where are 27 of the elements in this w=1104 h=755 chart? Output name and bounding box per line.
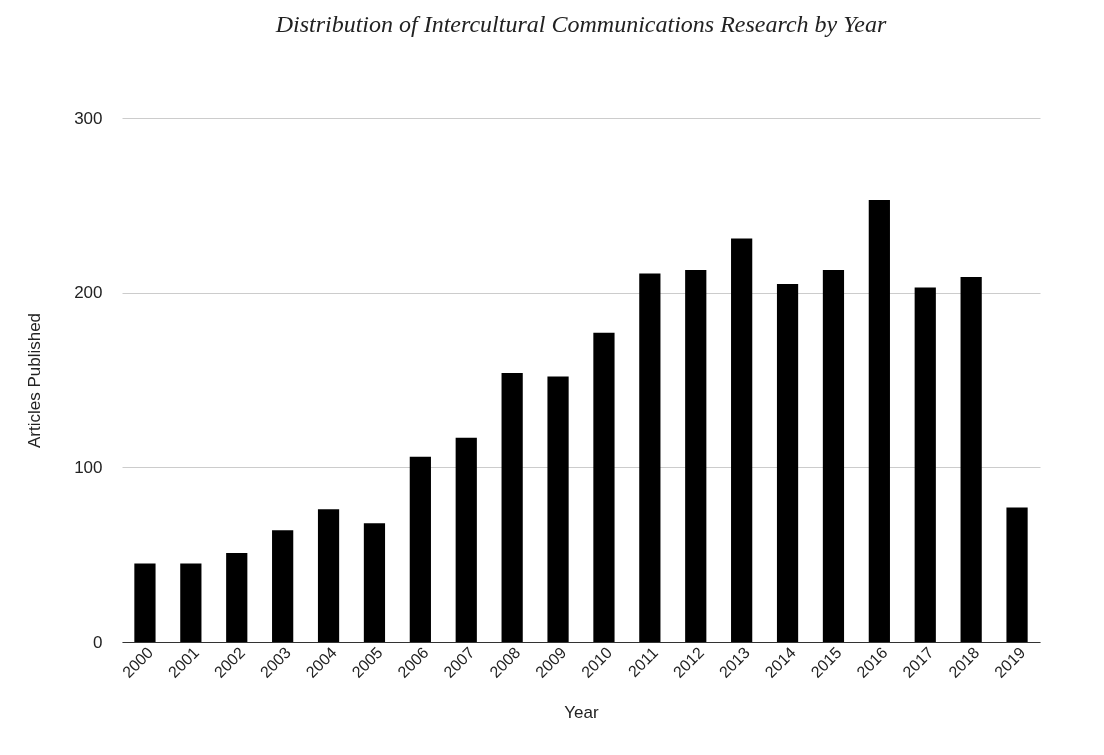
- bar: [272, 530, 294, 642]
- bar: [822, 269, 845, 642]
- bar: [868, 200, 890, 642]
- bar: [731, 238, 753, 642]
- bar: [409, 456, 431, 642]
- bar: [455, 437, 477, 642]
- y-axis-title: Articles Published: [25, 312, 45, 449]
- bar: [501, 373, 523, 642]
- bar: [180, 563, 202, 642]
- x-axis-title: Year: [564, 702, 600, 722]
- chart-title: Distribution of Intercultural Communications Research by Year: [274, 11, 887, 37]
- bar: [685, 269, 707, 642]
- y-tick-label: 300: [74, 108, 103, 128]
- bar: [593, 332, 615, 642]
- bar: [776, 283, 799, 642]
- bar: [317, 509, 340, 642]
- bar: [547, 376, 569, 642]
- bar: [226, 552, 248, 642]
- bar: [134, 563, 156, 642]
- bar: [960, 276, 982, 642]
- bar: [639, 273, 661, 642]
- bar: [363, 523, 386, 642]
- y-tick-label: 0: [93, 632, 103, 652]
- y-tick-label: 100: [74, 457, 103, 477]
- bar: [1006, 507, 1028, 642]
- bar: [914, 287, 936, 642]
- y-tick-label: 200: [74, 283, 103, 303]
